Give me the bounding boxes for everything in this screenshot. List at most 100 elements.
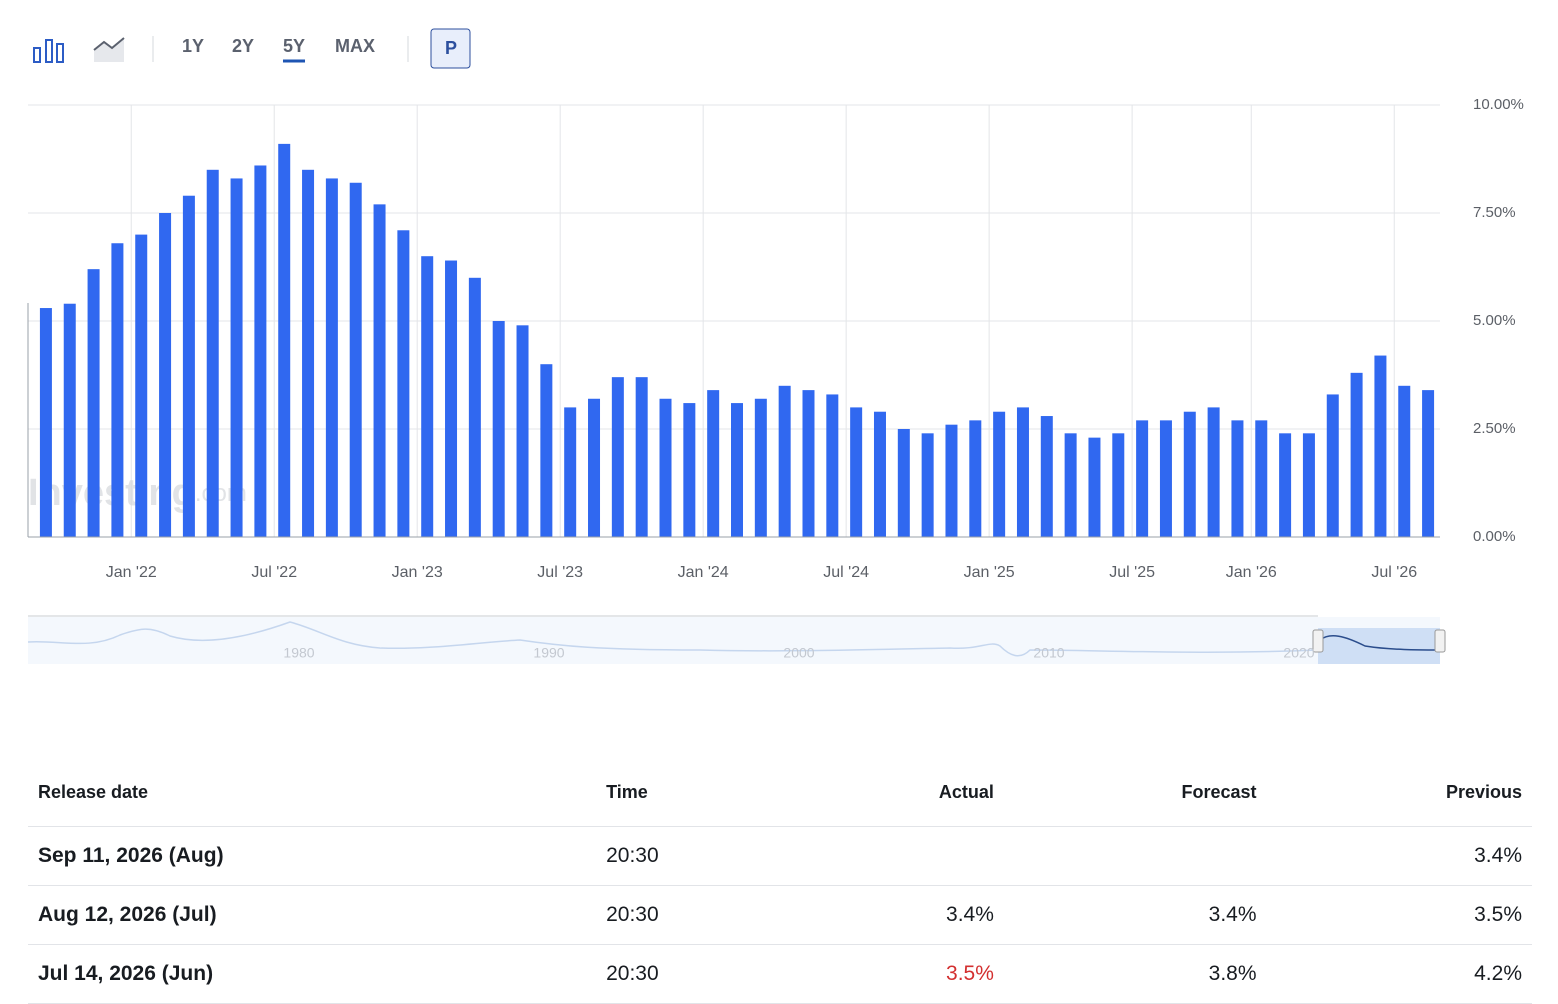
bar xyxy=(1302,433,1315,537)
bar xyxy=(826,394,839,537)
x-tick-label: Jan '25 xyxy=(964,564,1015,581)
range-button[interactable]: MAX xyxy=(335,36,375,56)
bar xyxy=(397,230,410,537)
column-header: Time xyxy=(596,758,797,827)
range-button[interactable]: 1Y xyxy=(182,36,204,56)
bar xyxy=(254,165,267,538)
navigator-selection[interactable] xyxy=(1318,628,1440,664)
y-tick-label: 5.00% xyxy=(1473,312,1516,329)
bar xyxy=(111,243,124,538)
table-cell: 4.2% xyxy=(1266,944,1532,1004)
table-cell: 3.4% xyxy=(1266,826,1532,886)
column-header: Previous xyxy=(1266,758,1532,827)
bar xyxy=(325,178,338,537)
navigator-label: 1980 xyxy=(283,645,314,661)
table-row: Jul 14, 2026 (Jun) 20:30 3.5% 3.8% 4.2% xyxy=(28,944,1532,1004)
bar xyxy=(683,403,696,537)
bar xyxy=(778,385,791,537)
table-cell: 20:30 xyxy=(596,944,797,1004)
bar xyxy=(802,390,815,537)
bar xyxy=(1183,411,1196,537)
bar xyxy=(206,169,219,538)
navigator: 1980 1990 2000 2010 2020 xyxy=(27,615,1446,664)
navigator-label: 1990 xyxy=(533,645,564,661)
table-cell xyxy=(796,826,1004,886)
table-cell: Sep 11, 2026 (Aug) xyxy=(28,826,597,886)
table-cell: Jul 14, 2026 (Jun) xyxy=(28,944,597,1004)
bar xyxy=(540,364,553,537)
bar-chart-icon[interactable] xyxy=(33,39,64,63)
table-cell: 3.4% xyxy=(1003,885,1267,945)
table-cell: 20:30 xyxy=(596,826,797,886)
bar xyxy=(611,377,624,537)
navigator-selected-line xyxy=(1319,634,1439,651)
bar xyxy=(1136,420,1149,537)
bar xyxy=(707,390,720,537)
bar xyxy=(230,178,243,537)
bar xyxy=(1016,407,1029,537)
bar xyxy=(1374,355,1387,537)
table-cell xyxy=(1003,826,1267,886)
y-tick-label: 2.50% xyxy=(1473,420,1516,437)
column-header: Forecast xyxy=(1003,758,1267,827)
navigator-label: 2010 xyxy=(1033,645,1064,661)
x-tick-label: Jul '22 xyxy=(251,564,297,581)
bar xyxy=(588,398,601,537)
y-tick-label: 7.50% xyxy=(1473,204,1516,221)
bar xyxy=(1159,420,1172,537)
bar xyxy=(135,234,148,537)
x-tick-label: Jul '24 xyxy=(823,564,869,581)
table-cell: Aug 12, 2026 (Jul) xyxy=(28,885,597,945)
table-cell: 3.4% xyxy=(796,885,1004,945)
chart: P 1980 1990 2000 2010 2020 1Y 2Y 5Y MAX 0.00% 2.5… xyxy=(27,28,1524,664)
bar xyxy=(993,411,1006,537)
navigator-label: 2000 xyxy=(783,645,814,661)
x-tick-label: Jan '24 xyxy=(678,564,729,581)
bar xyxy=(445,260,458,537)
navigator-handle[interactable] xyxy=(1312,629,1324,653)
bar xyxy=(1064,433,1077,537)
bar xyxy=(1422,390,1435,537)
p-button-label[interactable]: P xyxy=(445,38,457,58)
bar xyxy=(1279,433,1292,537)
x-tick-label: Jan '22 xyxy=(106,564,157,581)
bar xyxy=(159,213,172,537)
navigator-handle[interactable] xyxy=(1434,629,1446,653)
p-button[interactable] xyxy=(430,28,471,69)
bar xyxy=(349,182,362,537)
bar xyxy=(754,398,767,537)
bar xyxy=(1207,407,1220,537)
bar xyxy=(945,424,958,537)
bar xyxy=(63,303,76,537)
bar xyxy=(1350,372,1363,537)
column-header: Actual xyxy=(796,758,1004,827)
bar xyxy=(1326,394,1339,537)
bar xyxy=(182,195,195,537)
bar xyxy=(850,407,863,537)
bar xyxy=(1398,385,1411,537)
navigator-label: 2020 xyxy=(1283,645,1314,661)
range-button[interactable]: 2Y xyxy=(232,36,254,56)
data-table: Release date Time Actual Forecast Previous S… xyxy=(28,758,1532,1004)
line-chart-icon[interactable] xyxy=(93,37,125,62)
y-tick-label: 10.00% xyxy=(1473,96,1524,113)
x-tick-label: Jul '25 xyxy=(1109,564,1155,581)
bar xyxy=(492,321,505,537)
bar xyxy=(873,411,886,537)
bar xyxy=(897,429,910,537)
bar xyxy=(564,407,577,537)
table-cell: 3.5% xyxy=(796,944,1004,1004)
column-header: Release date xyxy=(28,758,597,827)
bar xyxy=(921,433,934,537)
table-cell: 20:30 xyxy=(596,885,797,945)
bar xyxy=(1040,416,1053,537)
table-cell: 3.5% xyxy=(1266,885,1532,945)
bar xyxy=(1088,437,1101,537)
x-tick-label: Jan '23 xyxy=(392,564,443,581)
bar xyxy=(421,256,434,537)
range-button[interactable]: 5Y xyxy=(283,36,305,56)
x-tick-label: Jan '26 xyxy=(1226,564,1277,581)
x-tick-label: Jul '23 xyxy=(537,564,583,581)
bar xyxy=(278,143,291,537)
